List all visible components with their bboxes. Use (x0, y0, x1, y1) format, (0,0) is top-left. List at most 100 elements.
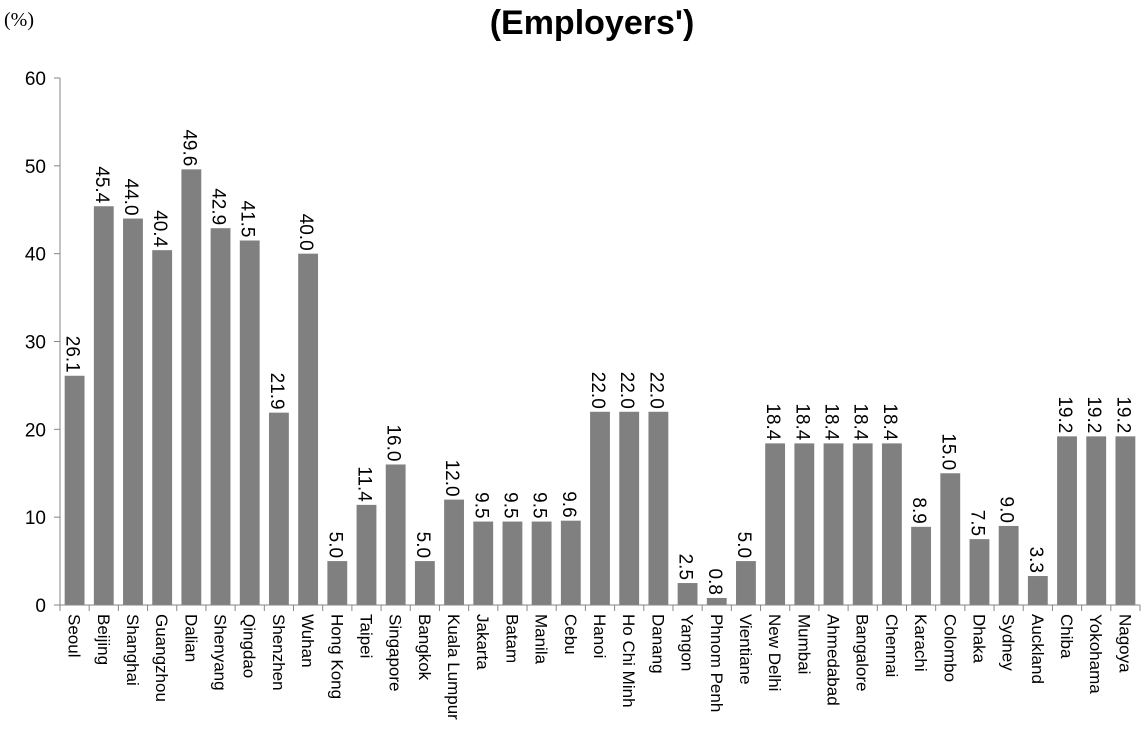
x-tick-label: Hanoi (590, 614, 609, 658)
data-label: 21.9 (266, 373, 287, 410)
x-tick-label: Ahmedabad (824, 614, 843, 706)
data-label: 9.5 (529, 492, 550, 518)
x-tick-label: Manila (532, 614, 551, 665)
bar (560, 520, 581, 605)
bar (969, 539, 990, 605)
x-tick-label: Batam (502, 614, 521, 663)
bar (1057, 436, 1077, 605)
x-tick-label: Phnom Penh (707, 614, 726, 712)
data-label: 22.0 (616, 372, 637, 409)
bar (64, 375, 85, 605)
y-tick-label: 60 (25, 69, 46, 90)
data-label: 5.0 (733, 532, 754, 558)
data-label: 11.4 (353, 466, 374, 502)
bar (152, 250, 173, 606)
data-label: 19.2 (1054, 396, 1075, 433)
bar (648, 411, 669, 605)
bar (619, 411, 640, 605)
x-tick-label: Sydney (999, 614, 1018, 671)
data-label: 26.1 (62, 336, 83, 373)
x-tick-label: Karachi (911, 614, 930, 672)
y-tick-label: 0 (35, 596, 46, 617)
data-label: 18.4 (821, 403, 842, 440)
x-tick-label: Hong Kong (327, 614, 346, 699)
x-tick-label: New Delhi (765, 614, 784, 691)
bar (590, 411, 610, 605)
bar (911, 526, 932, 605)
x-tick-label: Danang (648, 614, 667, 674)
x-tick-label: Taipei (356, 614, 375, 658)
bar (1027, 576, 1048, 605)
bar (385, 464, 406, 605)
data-label: 45.4 (91, 166, 112, 203)
bar (444, 499, 464, 605)
x-tick-label: Dhaka (969, 614, 988, 664)
x-axis: Seoul Beijing Shanghai Guangzhou Dalian Sheny… (59, 604, 1141, 720)
x-tick-label: Kuala Lumpur (444, 614, 463, 720)
x-tick-label: Dalian (181, 614, 200, 662)
bar (1115, 436, 1136, 605)
data-label: 9.0 (996, 497, 1017, 523)
x-tick-label: Guangzhou (152, 614, 171, 702)
bar (706, 597, 727, 605)
data-label: 5.0 (324, 532, 345, 558)
x-tick-label: Bangalore (853, 614, 872, 692)
data-label: 42.9 (208, 188, 229, 225)
x-tick-label: Singapore (386, 614, 405, 692)
x-tick-label: Shanghai (123, 614, 142, 686)
x-tick-label: Beijing (94, 614, 113, 665)
bar (327, 561, 348, 605)
bar (123, 218, 143, 606)
data-label: 9.5 (470, 492, 491, 518)
bar (998, 525, 1019, 605)
bar (356, 504, 377, 605)
x-tick-label: Vientiane (736, 614, 755, 685)
data-label: 41.5 (237, 201, 258, 238)
bar (93, 206, 114, 605)
bar (473, 521, 494, 605)
bar (502, 521, 523, 605)
bar (794, 443, 815, 605)
data-label: 3.3 (1025, 547, 1046, 573)
x-tick-label: Yokohama (1086, 614, 1105, 694)
bar (531, 521, 552, 605)
x-tick-label: Seoul (65, 614, 84, 657)
bar (881, 443, 902, 605)
x-tick-label: Auckland (1028, 614, 1047, 684)
bar (823, 443, 844, 605)
data-label: 15.0 (937, 433, 958, 470)
x-tick-label: Bangkok (415, 614, 434, 681)
data-label: 9.5 (499, 492, 520, 518)
bar (736, 561, 756, 605)
y-axis: 0 10 20 30 40 50 60 (25, 69, 61, 617)
data-label: 49.6 (178, 129, 199, 166)
bar (940, 473, 961, 605)
data-label: 40.4 (149, 210, 170, 247)
x-tick-label: Mumbai (794, 614, 813, 674)
x-tick-label: Ho Chi Minh (619, 614, 638, 708)
bar (239, 240, 260, 605)
bar (414, 561, 435, 605)
data-label: 18.4 (762, 403, 783, 440)
unit-label: (%) (4, 9, 34, 31)
y-tick-label: 10 (25, 508, 46, 529)
x-tick-label: Yangon (678, 614, 697, 671)
bar (210, 228, 231, 605)
bar (268, 412, 289, 605)
x-tick-label: Cebu (561, 614, 580, 655)
bar (765, 443, 786, 605)
bars (64, 169, 1136, 606)
bar (1086, 436, 1107, 605)
x-tick-label: Wuhan (298, 614, 317, 668)
x-tick-label: Qingdao (240, 614, 259, 678)
chart-title: (Employers') (490, 4, 695, 42)
y-tick-label: 20 (25, 420, 46, 441)
data-label: 18.4 (791, 403, 812, 440)
data-label: 19.2 (1083, 396, 1104, 433)
y-tick-label: 30 (25, 333, 46, 354)
data-label: 5.0 (412, 532, 433, 558)
data-label: 18.4 (850, 403, 871, 440)
data-label: 0.8 (704, 569, 725, 595)
bar (298, 253, 319, 605)
